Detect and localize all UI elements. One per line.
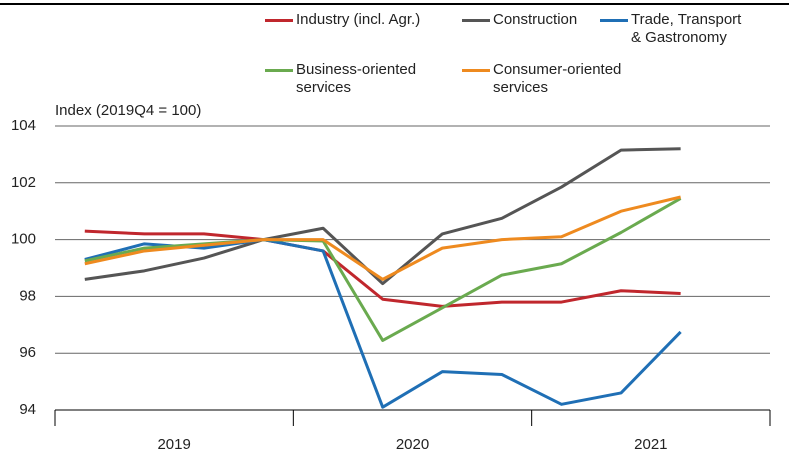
y-tick-label: 96 [19, 344, 36, 361]
x-group-label: 2020 [396, 436, 429, 453]
legend-label: Business-oriented services [296, 61, 417, 96]
legend-item: Business-oriented services [265, 61, 440, 97]
legend-swatch [600, 19, 628, 22]
y-tick-label: 98 [19, 287, 36, 304]
series-line [84, 147, 681, 286]
y-tick-label: 100 [11, 231, 36, 248]
legend-swatch [265, 69, 293, 72]
legend-label: Industry (incl. Agr.) [296, 11, 421, 28]
legend-swatch [462, 19, 490, 22]
y-tick-label: 94 [19, 401, 36, 418]
y-tick-label: 102 [11, 174, 36, 191]
legend-label: Construction [493, 11, 578, 28]
legend-swatch [462, 69, 490, 72]
legend-item: Trade, Transport & Gastronomy [600, 11, 750, 47]
y-axis-label: Index (2019Q4 = 100) [55, 102, 201, 119]
series-line [84, 197, 682, 342]
legend-item: Consumer-oriented services [462, 61, 637, 97]
series-line [84, 229, 681, 308]
legend-item: Industry (incl. Agr.) [265, 11, 440, 29]
legend-item: Construction [462, 11, 592, 29]
x-group-label: 2021 [634, 436, 667, 453]
legend-swatch [265, 19, 293, 22]
legend-label: Trade, Transport & Gastronomy [631, 11, 742, 46]
y-tick-label: 104 [11, 117, 36, 134]
legend-label: Consumer-oriented services [493, 61, 622, 96]
series-line [84, 195, 681, 281]
x-group-label: 2019 [157, 436, 190, 453]
